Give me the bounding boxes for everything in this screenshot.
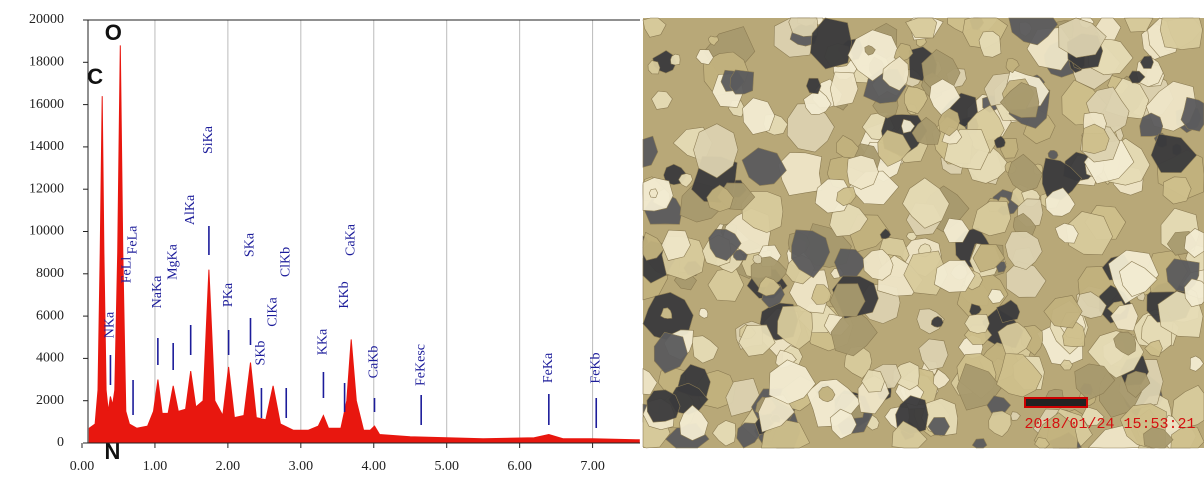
peak-label: FeKa bbox=[541, 352, 556, 383]
x-tick-label: 1.00 bbox=[143, 459, 168, 474]
x-tick-label: 4.00 bbox=[362, 459, 387, 474]
x-tick-label: 6.00 bbox=[507, 459, 532, 474]
plot-background bbox=[88, 20, 640, 443]
x-tick-label: 5.00 bbox=[434, 459, 459, 474]
stone bbox=[730, 70, 754, 94]
y-tick-label: 12000 bbox=[29, 181, 64, 196]
peak-label: SiKa bbox=[201, 125, 216, 154]
peak-label: NKa bbox=[103, 311, 118, 338]
figure: 2018/01/24 15:53:21 0.00 1.00 2.00 3.00 4.00 5… bbox=[0, 0, 1204, 484]
photo bbox=[643, 18, 1204, 448]
y-tick-label: 2000 bbox=[36, 393, 64, 408]
stone bbox=[753, 255, 762, 264]
element-label: C bbox=[87, 64, 103, 89]
x-tick-label: 0.00 bbox=[70, 459, 95, 474]
stone bbox=[847, 155, 879, 189]
scale-bar bbox=[1025, 398, 1087, 407]
peak-label: KKa bbox=[316, 328, 331, 355]
y-tick-label: 6000 bbox=[36, 308, 64, 323]
stone bbox=[649, 189, 658, 198]
element-label: O bbox=[105, 20, 122, 45]
stone bbox=[648, 61, 660, 74]
peak-label: NaKa bbox=[150, 275, 165, 308]
y-tick-label: 8000 bbox=[36, 266, 64, 281]
y-tick-label: 20000 bbox=[29, 12, 64, 27]
y-tick-label: 16000 bbox=[29, 97, 64, 112]
peak-label: SKa bbox=[243, 232, 258, 257]
peak-label: CaKa bbox=[343, 223, 358, 256]
x-tick-label: 3.00 bbox=[289, 459, 314, 474]
y-tick-label: 4000 bbox=[36, 351, 64, 366]
peak-label: FeKb bbox=[588, 352, 603, 383]
y-tick-label: 10000 bbox=[29, 224, 64, 239]
peak-label: MgKa bbox=[165, 243, 180, 280]
peak-label: KKb bbox=[337, 281, 352, 308]
peak-label: ClKa bbox=[265, 296, 280, 326]
peak-label: FeKesc bbox=[413, 344, 428, 386]
peak-label: ClKb bbox=[278, 247, 293, 277]
peak-label: SKb bbox=[254, 341, 269, 366]
peak-label: FeLl bbox=[119, 257, 134, 284]
peak-label: FeLa bbox=[125, 225, 140, 255]
timestamp: 2018/01/24 15:53:21 bbox=[1024, 416, 1195, 433]
y-tick-label: 14000 bbox=[29, 139, 64, 154]
y-tick-label: 18000 bbox=[29, 55, 64, 70]
y-tick-label: 0 bbox=[57, 435, 64, 450]
x-tick-label: 7.00 bbox=[580, 459, 605, 474]
stone bbox=[647, 390, 680, 422]
element-label: N bbox=[105, 439, 121, 464]
x-tick-label: 2.00 bbox=[216, 459, 241, 474]
peak-label: CaKb bbox=[367, 346, 382, 379]
stone bbox=[1160, 18, 1202, 50]
peak-label: AlKa bbox=[183, 194, 198, 225]
peak-label: PKa bbox=[221, 282, 236, 307]
